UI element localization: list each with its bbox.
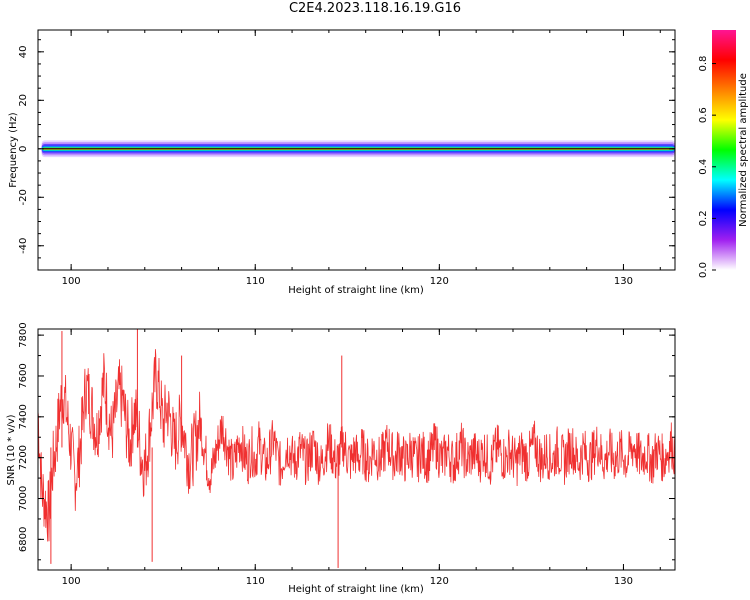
y-tick-label: 7800 xyxy=(18,322,29,347)
y-tick-label: 7200 xyxy=(18,445,29,470)
colorbar-tick-label: 0.4 xyxy=(698,159,709,175)
colorbar-strip xyxy=(712,30,736,270)
spectrogram-x-ticks: 100 110 120 130 xyxy=(62,30,661,287)
y-tick-label: 6800 xyxy=(18,527,29,552)
x-tick-label: 120 xyxy=(430,576,449,587)
colorbar-tick-label: 0.0 xyxy=(698,262,709,278)
y-tick-label: 20 xyxy=(18,94,29,107)
x-tick-label: 110 xyxy=(246,276,265,287)
figure-title: C2E4.2023.118.16.19.G16 xyxy=(288,1,462,16)
x-tick-label: 120 xyxy=(430,276,449,287)
spectrogram-y-label: Frequency (Hz) xyxy=(8,112,19,188)
snr-series xyxy=(38,329,675,568)
snr-y-label: SNR (10 * v/v) xyxy=(6,414,17,485)
y-tick-label: -20 xyxy=(18,189,29,205)
snr-x-ticks: 100 110 120 130 xyxy=(62,329,661,587)
spectral-band xyxy=(41,140,675,158)
snr-x-label: Height of straight line (km) xyxy=(288,584,424,595)
colorbar-tick-label: 0.8 xyxy=(698,56,709,72)
y-tick-label: 0 xyxy=(18,146,29,152)
y-tick-label: 7000 xyxy=(18,486,29,511)
spectrogram-panel: 100 110 120 130 -40 -20 0 20 40 Height of strai… xyxy=(8,29,676,296)
y-tick-label: 7600 xyxy=(18,363,29,388)
y-tick-label: 40 xyxy=(18,45,29,58)
y-tick-label: 7400 xyxy=(18,404,29,429)
x-tick-label: 100 xyxy=(62,576,81,587)
colorbar: 0.0 0.2 0.4 0.6 0.8 Normalized spectral ampl… xyxy=(698,30,749,278)
snr-frame xyxy=(37,328,676,571)
colorbar-tick-label: 0.2 xyxy=(698,210,709,226)
colorbar-ticks: 0.0 0.2 0.4 0.6 0.8 xyxy=(698,56,716,278)
spectrogram-frame xyxy=(37,29,676,271)
snr-panel: 100 110 120 130 6800 7000 7200 7400 7600 7800 He… xyxy=(6,322,676,595)
x-tick-label: 130 xyxy=(614,276,633,287)
snr-line xyxy=(38,349,675,542)
colorbar-label: Normalized spectral amplitude xyxy=(738,73,749,227)
colorbar-tick-label: 0.6 xyxy=(698,107,709,123)
x-tick-label: 110 xyxy=(246,576,265,587)
snr-y-ticks: 6800 7000 7200 7400 7600 7800 xyxy=(18,322,675,561)
spectrogram-y-ticks: -40 -20 0 20 40 xyxy=(18,39,675,271)
y-tick-label: -40 xyxy=(18,238,29,254)
x-tick-label: 130 xyxy=(614,576,633,587)
spectrogram-x-label: Height of straight line (km) xyxy=(288,285,424,296)
x-tick-label: 100 xyxy=(62,276,81,287)
